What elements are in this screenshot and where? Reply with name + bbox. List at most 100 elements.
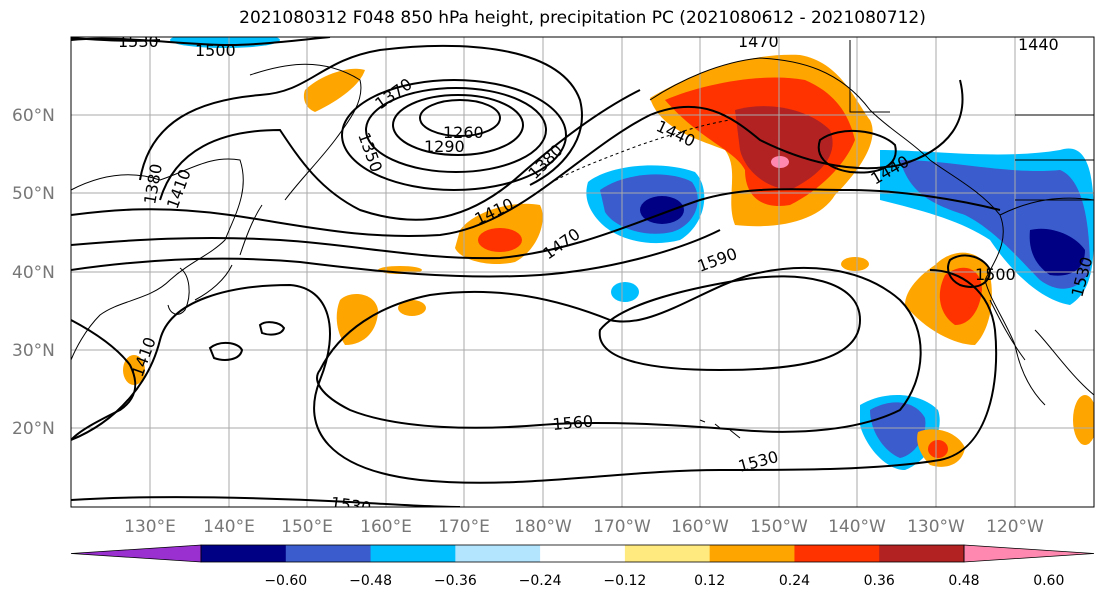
contour-label: 1560 <box>552 412 594 434</box>
colorbar-outline <box>200 544 965 563</box>
colorbar-cell <box>370 545 456 562</box>
contour-1440 <box>71 79 964 237</box>
contour-1530-south <box>71 496 461 507</box>
colorbar-tick-label: 0.48 <box>948 573 979 589</box>
contour-low-1260 <box>419 99 501 137</box>
contour-1500 <box>71 37 331 47</box>
contour-label: 1500 <box>195 41 236 60</box>
colorbar-cell <box>794 545 880 562</box>
coast-baja <box>989 299 1094 396</box>
lon-tick-label: 160°E <box>360 517 412 537</box>
colorbar-tick-label: 0.60 <box>1033 573 1064 589</box>
colorbar-tick-label: −0.48 <box>349 573 392 589</box>
latitude-labels: 60°N 50°N 40°N 30°N 20°N <box>12 106 55 439</box>
colorbar-extend-high <box>963 544 1095 563</box>
anomaly-central-pacific-strong <box>478 228 522 252</box>
anomaly-east-pacific-positive-core <box>928 440 948 458</box>
longitude-labels: 130°E 140°E 150°E 160°E 170°E 180°W 170°… <box>124 517 1044 537</box>
anomaly-arctic-negative <box>170 37 280 48</box>
contour-low-1290 <box>392 94 524 156</box>
height-contours <box>71 37 1001 507</box>
contour-1590 <box>598 275 862 372</box>
contour-low-1350 <box>341 79 567 191</box>
colorbar-extend-low <box>70 544 202 563</box>
colorbar-cell <box>455 545 541 562</box>
lon-tick-label: 140°W <box>828 517 886 537</box>
coast-hawaii <box>699 419 741 439</box>
colorbar-tick-label: −0.36 <box>434 573 477 589</box>
colorbar-cell <box>624 545 711 562</box>
contour-1560 <box>316 267 922 433</box>
contour-label: 1290 <box>424 137 465 156</box>
colorbar-tick-label: −0.24 <box>519 573 562 589</box>
colorbar-ticks: −0.60 −0.48 −0.36 −0.24 −0.12 0.12 0.24 … <box>264 573 1064 589</box>
colorbar-tick-label: 0.24 <box>779 573 810 589</box>
anomaly-nw-america-negative-core <box>1029 228 1085 276</box>
contour-label: 1530 <box>118 32 159 51</box>
map-plot-area: 1530 1500 1470 1440 1370 1350 1260 1290 … <box>71 32 1094 517</box>
colorbar: −0.60 −0.48 −0.36 −0.24 −0.12 0.12 0.24 … <box>70 544 1095 589</box>
contour-1440-east <box>817 129 897 174</box>
lon-tick-label: 150°W <box>750 517 808 537</box>
colorbar-tick-label: −0.60 <box>264 573 307 589</box>
lat-tick-label: 20°N <box>12 419 55 439</box>
lon-tick-label: 120°W <box>986 517 1044 537</box>
anomaly-west-pacific-negative-1 <box>611 282 639 302</box>
coast-kamchatka <box>249 63 362 201</box>
colorbar-tick-label: −0.12 <box>603 573 646 589</box>
lon-tick-label: 180°W <box>514 517 572 537</box>
coast-japan <box>194 204 263 301</box>
anomaly-mexico-positive <box>1073 395 1094 445</box>
contour-west-small <box>208 342 244 361</box>
lon-tick-label: 170°W <box>593 517 651 537</box>
lon-tick-label: 160°W <box>671 517 729 537</box>
coast-alaska <box>649 57 1046 406</box>
colorbar-cell <box>540 545 626 562</box>
colorbar-tick-label: 0.36 <box>864 573 895 589</box>
coastlines <box>71 40 1094 439</box>
lon-tick-label: 130°E <box>124 517 176 537</box>
contour-label: 1500 <box>975 265 1016 284</box>
anomaly-west-pacific-positive-1 <box>336 294 378 345</box>
contour-1470 <box>71 188 1001 260</box>
lat-tick-label: 40°N <box>12 263 55 283</box>
contour-1530 <box>71 269 998 484</box>
contour-1530-top <box>71 37 161 42</box>
anomaly-west-pacific-positive-2 <box>398 300 426 316</box>
map-title: 2021080312 F048 850 hPa height, precipit… <box>239 8 926 28</box>
colorbar-cell <box>879 545 965 562</box>
contour-west-small-2 <box>258 321 286 336</box>
coast-korea <box>167 267 190 315</box>
lat-tick-label: 60°N <box>12 106 55 126</box>
contour-1500-east <box>947 254 992 288</box>
contour-label: 1530 <box>329 493 372 517</box>
anomaly-kamchatka-positive <box>303 68 365 112</box>
lat-tick-label: 50°N <box>12 184 55 204</box>
contour-label: 1470 <box>738 32 779 51</box>
colorbar-tick-label: 0.12 <box>694 573 725 589</box>
anomaly-gulf-alaska-positive <box>841 257 869 271</box>
contour-1380 <box>139 44 583 186</box>
lat-tick-label: 30°N <box>12 341 55 361</box>
contour-1470-b <box>71 229 721 278</box>
contour-low-1320 <box>365 87 547 173</box>
lon-tick-label: 140°E <box>203 517 255 537</box>
colorbar-cell <box>709 545 795 562</box>
lon-tick-label: 150°E <box>281 517 333 537</box>
lon-tick-label: 170°E <box>438 517 490 537</box>
precip-shading <box>123 37 1094 470</box>
contour-1410-west <box>71 319 137 441</box>
coast-asia <box>71 158 244 361</box>
anomaly-alaska-core <box>735 106 833 190</box>
contour-1410 <box>159 89 641 221</box>
border-canada <box>849 40 1094 201</box>
colorbar-cells <box>70 544 1095 563</box>
contour-label: 1440 <box>1018 35 1059 54</box>
coast-aleutians <box>539 119 731 191</box>
map-frame <box>70 36 1095 508</box>
anomaly-baja-positive-strong <box>939 267 982 325</box>
colorbar-cell <box>201 545 287 562</box>
colorbar-cell <box>285 545 372 562</box>
lon-tick-label: 130°W <box>907 517 965 537</box>
